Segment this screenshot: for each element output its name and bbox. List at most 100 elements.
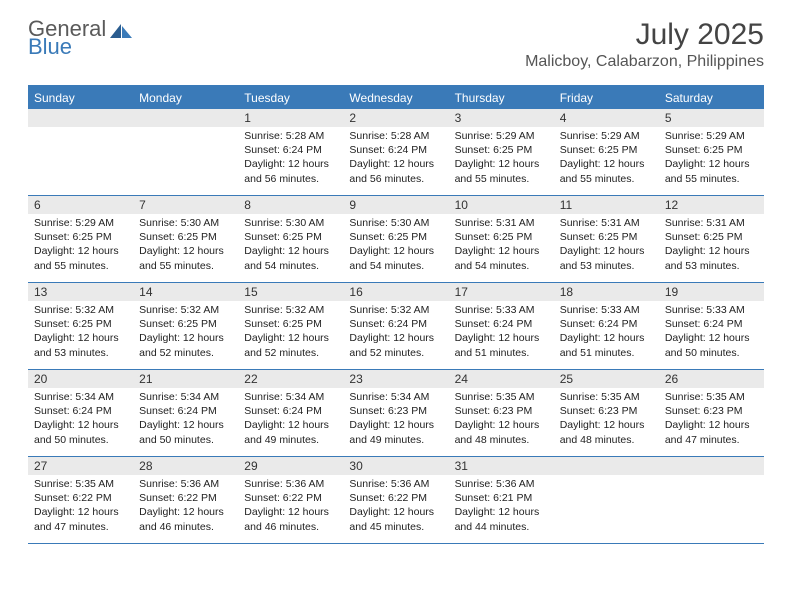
sunrise-line: Sunrise: 5:30 AM: [139, 216, 232, 230]
day-number: 15: [238, 283, 343, 301]
page-title: July 2025: [525, 18, 764, 51]
title-block: July 2025 Malicboy, Calabarzon, Philippi…: [525, 18, 764, 71]
calendar-cell: 27Sunrise: 5:35 AMSunset: 6:22 PMDayligh…: [28, 457, 133, 543]
calendar-cell: 6Sunrise: 5:29 AMSunset: 6:25 PMDaylight…: [28, 196, 133, 282]
daylight-line: Daylight: 12 hours and 50 minutes.: [665, 331, 758, 359]
sunrise-line: Sunrise: 5:36 AM: [244, 477, 337, 491]
day-number: 11: [554, 196, 659, 214]
calendar-cell: 18Sunrise: 5:33 AMSunset: 6:24 PMDayligh…: [554, 283, 659, 369]
calendar-cell: 16Sunrise: 5:32 AMSunset: 6:24 PMDayligh…: [343, 283, 448, 369]
day-number: 2: [343, 109, 448, 127]
day-header-sunday: Sunday: [28, 87, 133, 109]
day-number: 8: [238, 196, 343, 214]
day-number: 3: [449, 109, 554, 127]
day-number: 22: [238, 370, 343, 388]
calendar-cell: 5Sunrise: 5:29 AMSunset: 6:25 PMDaylight…: [659, 109, 764, 195]
daylight-line: Daylight: 12 hours and 56 minutes.: [244, 157, 337, 185]
sunrise-line: Sunrise: 5:30 AM: [244, 216, 337, 230]
day-number: 13: [28, 283, 133, 301]
logo: GeneralBlue: [28, 18, 134, 58]
logo-text-blue: Blue: [28, 36, 134, 58]
day-header-friday: Friday: [554, 87, 659, 109]
sunrise-line: Sunrise: 5:32 AM: [349, 303, 442, 317]
cell-body: Sunrise: 5:32 AMSunset: 6:25 PMDaylight:…: [133, 301, 238, 364]
daylight-line: Daylight: 12 hours and 53 minutes.: [560, 244, 653, 272]
sunrise-line: Sunrise: 5:35 AM: [665, 390, 758, 404]
cell-body: [28, 127, 133, 187]
sunrise-line: Sunrise: 5:36 AM: [349, 477, 442, 491]
sunset-line: Sunset: 6:25 PM: [665, 230, 758, 244]
weeks-container: 1Sunrise: 5:28 AMSunset: 6:24 PMDaylight…: [28, 109, 764, 544]
sunset-line: Sunset: 6:23 PM: [349, 404, 442, 418]
cell-body: Sunrise: 5:30 AMSunset: 6:25 PMDaylight:…: [343, 214, 448, 277]
sunrise-line: Sunrise: 5:35 AM: [560, 390, 653, 404]
sunrise-line: Sunrise: 5:33 AM: [560, 303, 653, 317]
sunrise-line: Sunrise: 5:31 AM: [455, 216, 548, 230]
calendar-cell: 7Sunrise: 5:30 AMSunset: 6:25 PMDaylight…: [133, 196, 238, 282]
sunrise-line: Sunrise: 5:35 AM: [34, 477, 127, 491]
sunset-line: Sunset: 6:23 PM: [560, 404, 653, 418]
cell-body: Sunrise: 5:30 AMSunset: 6:25 PMDaylight:…: [238, 214, 343, 277]
calendar-cell: 25Sunrise: 5:35 AMSunset: 6:23 PMDayligh…: [554, 370, 659, 456]
sunset-line: Sunset: 6:24 PM: [455, 317, 548, 331]
day-header-saturday: Saturday: [659, 87, 764, 109]
calendar-cell: 19Sunrise: 5:33 AMSunset: 6:24 PMDayligh…: [659, 283, 764, 369]
daylight-line: Daylight: 12 hours and 50 minutes.: [139, 418, 232, 446]
day-number: 18: [554, 283, 659, 301]
sunset-line: Sunset: 6:25 PM: [244, 317, 337, 331]
sunrise-line: Sunrise: 5:29 AM: [455, 129, 548, 143]
calendar-cell: 26Sunrise: 5:35 AMSunset: 6:23 PMDayligh…: [659, 370, 764, 456]
calendar-cell: 20Sunrise: 5:34 AMSunset: 6:24 PMDayligh…: [28, 370, 133, 456]
sunset-line: Sunset: 6:24 PM: [139, 404, 232, 418]
calendar-cell: [554, 457, 659, 543]
calendar-cell: 12Sunrise: 5:31 AMSunset: 6:25 PMDayligh…: [659, 196, 764, 282]
sunset-line: Sunset: 6:25 PM: [139, 317, 232, 331]
sunrise-line: Sunrise: 5:32 AM: [34, 303, 127, 317]
day-header-wednesday: Wednesday: [343, 87, 448, 109]
day-number: 31: [449, 457, 554, 475]
cell-body: Sunrise: 5:28 AMSunset: 6:24 PMDaylight:…: [238, 127, 343, 190]
cell-body: Sunrise: 5:34 AMSunset: 6:24 PMDaylight:…: [238, 388, 343, 451]
day-number: 10: [449, 196, 554, 214]
sunset-line: Sunset: 6:24 PM: [349, 317, 442, 331]
day-number: 20: [28, 370, 133, 388]
week-row: 27Sunrise: 5:35 AMSunset: 6:22 PMDayligh…: [28, 457, 764, 544]
calendar-cell: 31Sunrise: 5:36 AMSunset: 6:21 PMDayligh…: [449, 457, 554, 543]
sunrise-line: Sunrise: 5:29 AM: [560, 129, 653, 143]
calendar-cell: 10Sunrise: 5:31 AMSunset: 6:25 PMDayligh…: [449, 196, 554, 282]
day-number: [659, 457, 764, 475]
daylight-line: Daylight: 12 hours and 56 minutes.: [349, 157, 442, 185]
cell-body: Sunrise: 5:35 AMSunset: 6:23 PMDaylight:…: [554, 388, 659, 451]
cell-body: Sunrise: 5:33 AMSunset: 6:24 PMDaylight:…: [554, 301, 659, 364]
sunrise-line: Sunrise: 5:31 AM: [665, 216, 758, 230]
sunset-line: Sunset: 6:23 PM: [665, 404, 758, 418]
sunrise-line: Sunrise: 5:36 AM: [455, 477, 548, 491]
calendar-cell: 22Sunrise: 5:34 AMSunset: 6:24 PMDayligh…: [238, 370, 343, 456]
sunset-line: Sunset: 6:25 PM: [139, 230, 232, 244]
daylight-line: Daylight: 12 hours and 53 minutes.: [665, 244, 758, 272]
location-label: Malicboy, Calabarzon, Philippines: [525, 53, 764, 71]
daylight-line: Daylight: 12 hours and 52 minutes.: [244, 331, 337, 359]
day-number: 29: [238, 457, 343, 475]
calendar-cell: 28Sunrise: 5:36 AMSunset: 6:22 PMDayligh…: [133, 457, 238, 543]
daylight-line: Daylight: 12 hours and 53 minutes.: [34, 331, 127, 359]
cell-body: Sunrise: 5:28 AMSunset: 6:24 PMDaylight:…: [343, 127, 448, 190]
week-row: 6Sunrise: 5:29 AMSunset: 6:25 PMDaylight…: [28, 196, 764, 283]
calendar-cell: 2Sunrise: 5:28 AMSunset: 6:24 PMDaylight…: [343, 109, 448, 195]
sunrise-line: Sunrise: 5:28 AM: [349, 129, 442, 143]
cell-body: Sunrise: 5:31 AMSunset: 6:25 PMDaylight:…: [659, 214, 764, 277]
cell-body: [133, 127, 238, 187]
sunset-line: Sunset: 6:21 PM: [455, 491, 548, 505]
day-number: 5: [659, 109, 764, 127]
day-number: 21: [133, 370, 238, 388]
cell-body: Sunrise: 5:29 AMSunset: 6:25 PMDaylight:…: [28, 214, 133, 277]
cell-body: Sunrise: 5:31 AMSunset: 6:25 PMDaylight:…: [449, 214, 554, 277]
day-number: 23: [343, 370, 448, 388]
sunset-line: Sunset: 6:22 PM: [139, 491, 232, 505]
day-number: [133, 109, 238, 127]
sunrise-line: Sunrise: 5:33 AM: [455, 303, 548, 317]
sunset-line: Sunset: 6:24 PM: [244, 143, 337, 157]
sunrise-line: Sunrise: 5:33 AM: [665, 303, 758, 317]
daylight-line: Daylight: 12 hours and 55 minutes.: [560, 157, 653, 185]
header: GeneralBlue July 2025 Malicboy, Calabarz…: [0, 0, 792, 75]
